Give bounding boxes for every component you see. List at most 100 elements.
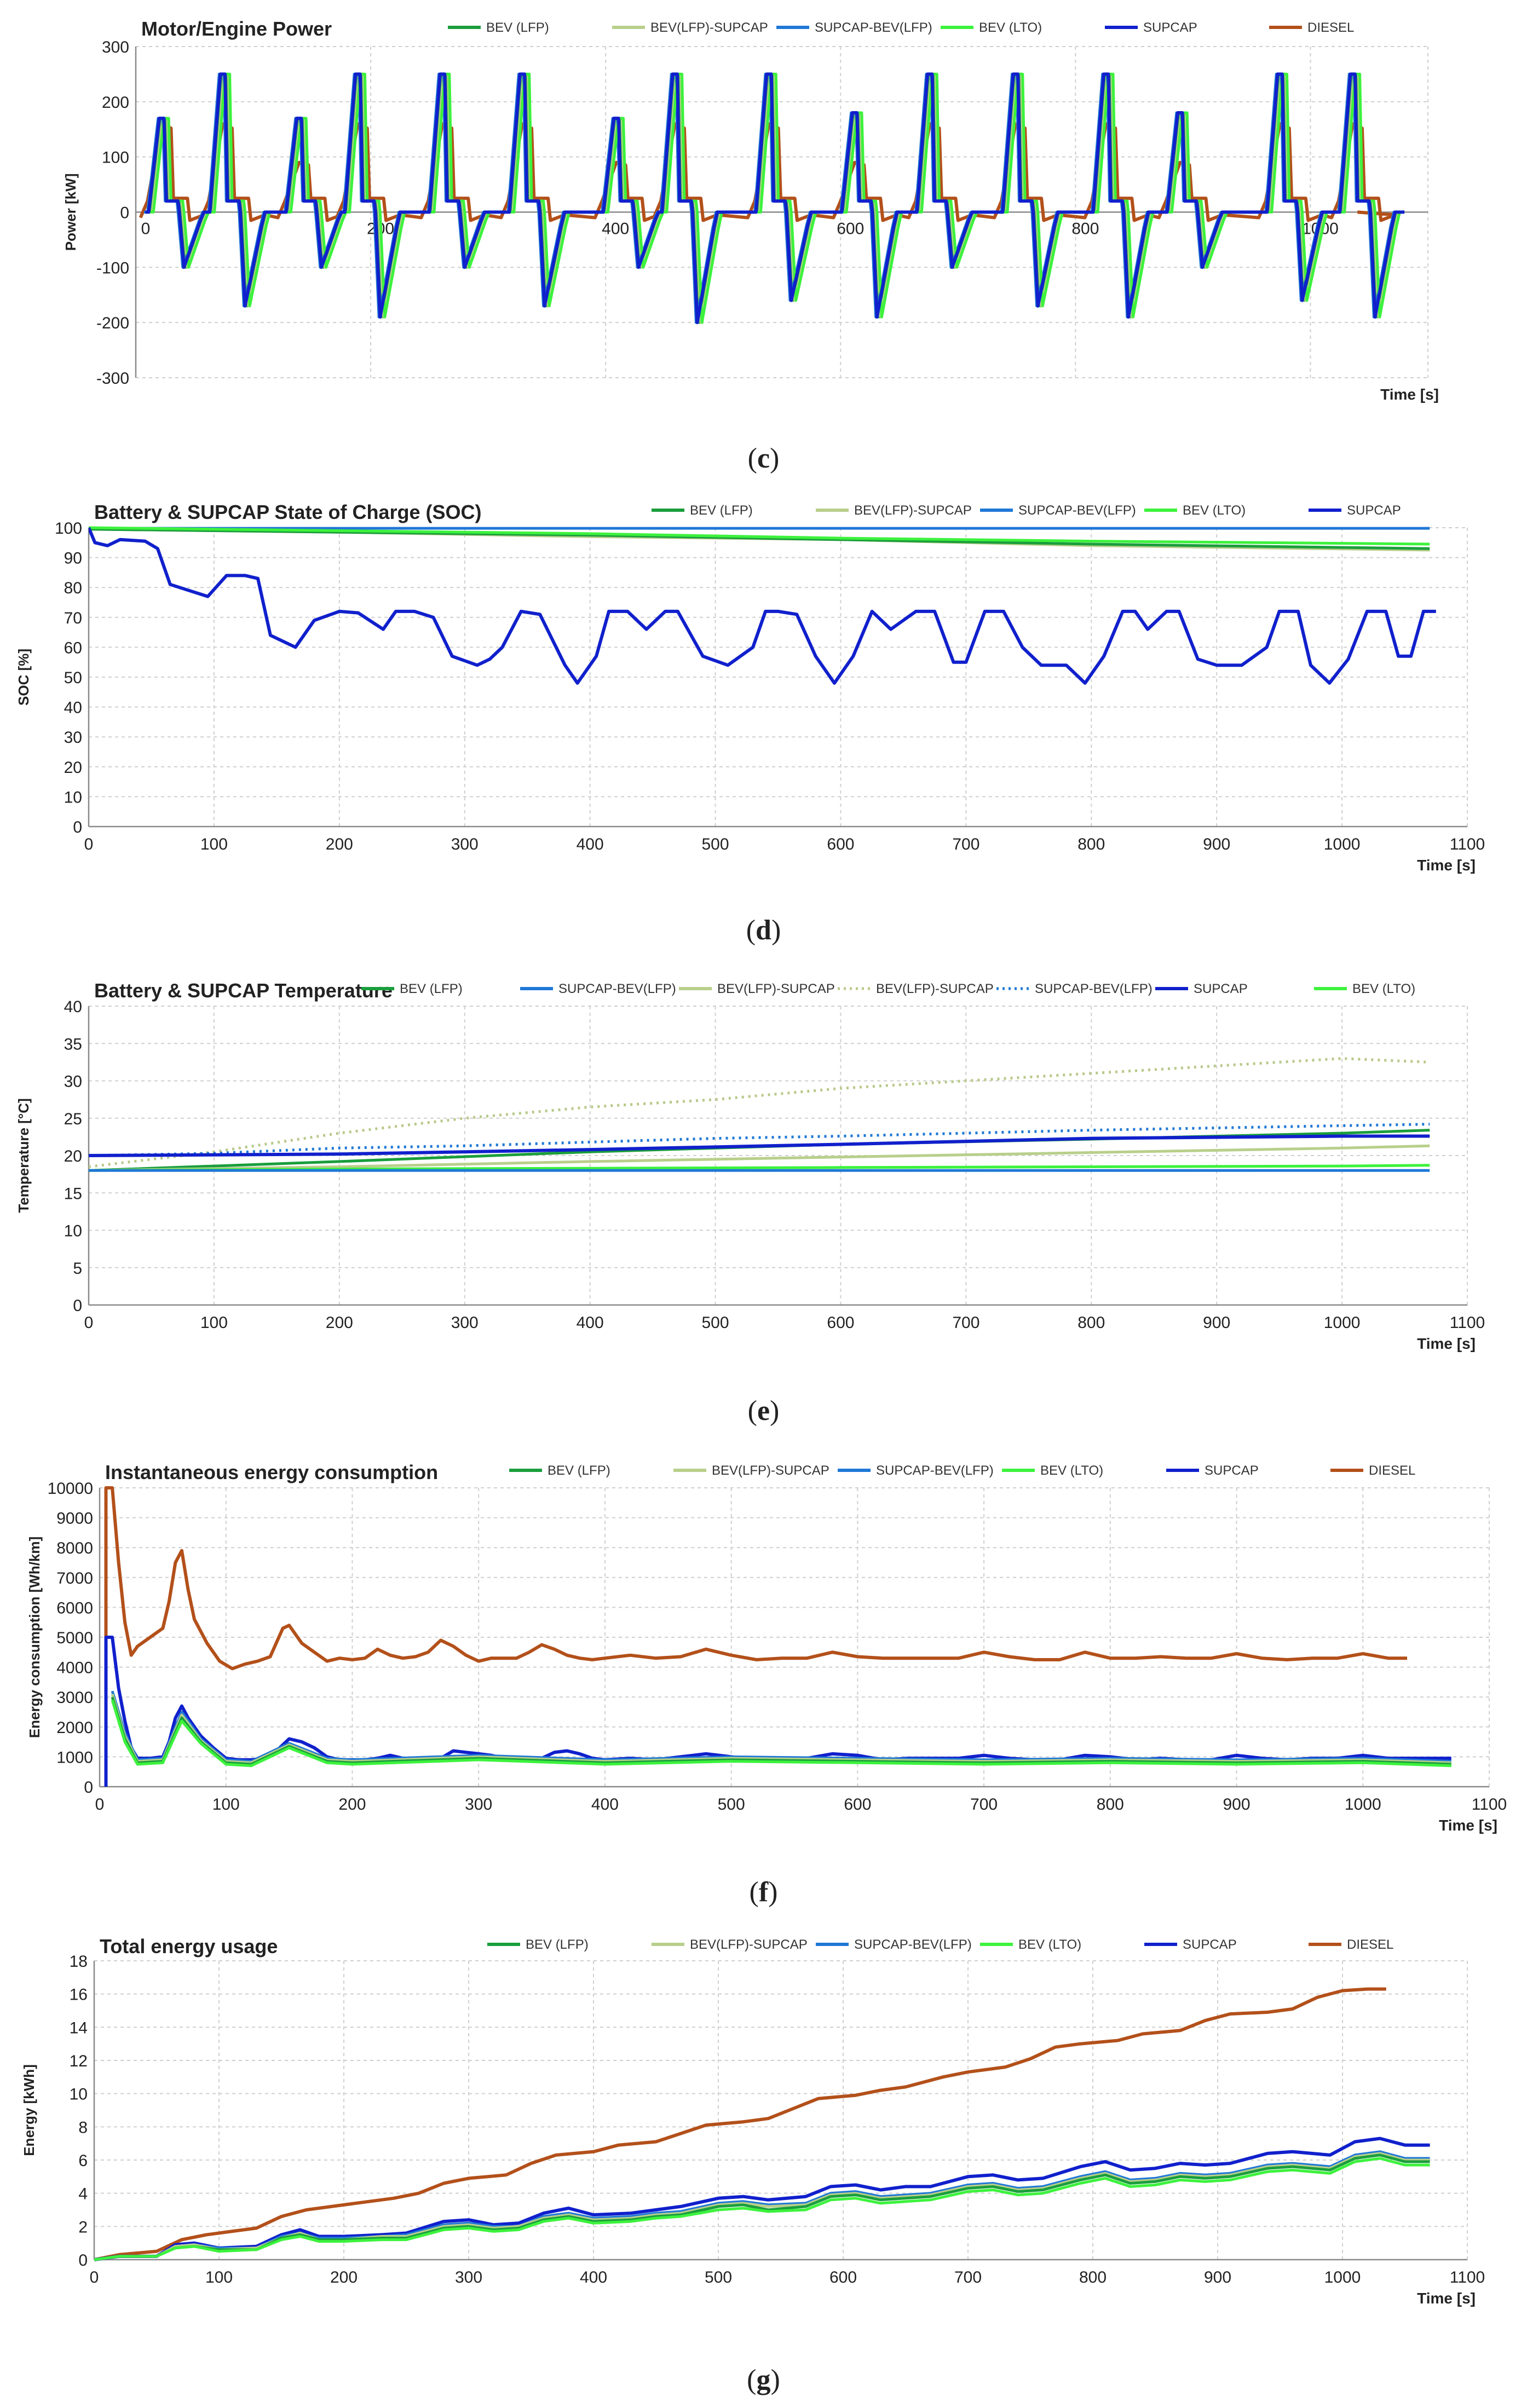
legend: BEV (LFP) BEV(LFP)-SUPCAP SUPCAP-BEV(LFP) B… [509,1463,1415,1478]
y-tick-label: 70 [64,609,82,627]
chart-title: Battery & SUPCAP State of Charge (SOC) [94,501,481,523]
x-tick-label: 800 [1071,220,1099,238]
legend-label-bev-lto: BEV (LTO) [1040,1463,1103,1478]
series-line-bev-lfp-supcap [94,2152,1430,2261]
legend-label-supcap: SUPCAP [1347,503,1401,518]
caption-f: (f) [749,1876,778,1908]
caption-g: (g) [747,2364,780,2395]
x-tick-label: 400 [580,2268,607,2286]
y-tick-label: 1000 [56,1748,93,1766]
x-tick-label: 400 [591,1795,619,1814]
y-axis-label: Energy consumption [Wh/km] [26,1537,43,1738]
x-tick-label: 0 [84,1314,94,1332]
legend-label-bev-lto: BEV (LTO) [1018,1937,1081,1952]
y-axis-label: Power [kW] [62,174,79,251]
y-tick-label: 12 [70,2052,88,2070]
y-tick-label: 100 [102,149,129,167]
y-tick-label: 10 [64,788,82,806]
x-tick-label: 200 [330,2268,358,2286]
x-tick-label: 600 [837,220,864,238]
series-line-supcap [145,72,1405,325]
x-tick-label: 300 [455,2268,482,2286]
x-axis-label: Time [s] [1439,1817,1497,1834]
chart-title: Battery & SUPCAP Temperature [94,979,393,1002]
x-tick-label: 900 [1223,1795,1251,1814]
x-tick-label: 400 [577,1314,604,1332]
instantaneous-energy-chart: 0100020003000400050006000700080009000100… [26,1461,1507,1834]
legend-label-bev-lfp: BEV (LFP) [486,20,549,35]
series-line-bev-lto [89,526,1430,546]
legend-label-bev-lfp: BEV (LFP) [548,1463,610,1478]
x-tick-label: 500 [702,835,729,853]
x-tick-label: 0 [84,835,94,853]
series-line-bev-lto [111,1699,1451,1768]
y-tick-label: 15 [64,1185,82,1203]
y-tick-label: 40 [64,699,82,717]
x-tick-label: 1100 [1450,835,1485,853]
legend-label-bev-lfp-supcap: BEV(LFP)-SUPCAP [854,503,972,518]
y-axis-label: Energy [kWh] [21,2064,37,2156]
series-line-bev-lto [149,72,1405,324]
x-tick-label: 100 [212,1795,240,1814]
legend-label-bev-lto: BEV (LTO) [979,20,1042,35]
y-tick-label: 10 [70,2086,88,2104]
chart-title: Total energy usage [100,1935,278,1957]
y-axis-label: SOC [%] [15,649,32,706]
legend-label-bev-lfp-supcap: BEV(LFP)-SUPCAP [876,981,994,996]
y-tick-label: 6000 [56,1599,93,1617]
legend-label-diesel: DIESEL [1347,1937,1393,1952]
legend-label-supcap-bev-lfp: SUPCAP-BEV(LFP) [815,20,932,35]
x-tick-label: 900 [1203,835,1230,853]
caption-c: (c) [747,443,780,474]
x-tick-label: 200 [338,1795,366,1814]
y-tick-label: 5 [73,1260,82,1278]
legend-label-supcap: SUPCAP [1205,1463,1259,1478]
y-tick-label: 0 [78,2251,88,2270]
y-tick-label: 40 [64,998,82,1016]
legend-label-supcap: SUPCAP [1143,20,1197,35]
y-tick-label: 100 [55,519,82,538]
y-tick-label: 300 [102,38,129,56]
x-tick-label: 800 [1077,835,1105,853]
y-tick-label: 4000 [56,1659,93,1677]
y-tick-label: 9000 [56,1510,93,1528]
legend-label-diesel: DIESEL [1369,1463,1415,1478]
chart-title: Motor/Engine Power [141,18,332,40]
legend-label-supcap-bev-lfp: SUPCAP-BEV(LFP) [854,1937,972,1952]
legend-label-bev-lfp-supcap: BEV(LFP)-SUPCAP [690,1937,808,1952]
series-group [139,72,1405,325]
series-group [89,1057,1430,1172]
x-tick-label: 0 [95,1795,105,1814]
chart-panel-d: 0 10 20 30 40 50 60 70 80 90 100 0 100 200 300 400 500 60… [0,493,1527,931]
grid [94,1960,1468,2260]
chart-panel-g: 0 2 4 6 8 10 12 14 16 18 0 100 200 300 400 500 600 700 800… [0,1927,1527,2376]
y-tick-label: 20 [64,759,82,777]
x-tick-label: 400 [602,220,629,238]
legend-label-bev-lfp: BEV (LFP) [526,1937,589,1952]
y-tick-label: 18 [70,1953,88,1971]
x-axis-label: Time [s] [1417,857,1476,874]
caption-e: (e) [747,1395,780,1427]
series-line-bev-lfp-supcap-dotted-dotted [89,1057,1430,1168]
legend-label-diesel: DIESEL [1307,20,1354,35]
chart-title: Instantaneous energy consumption [105,1461,438,1483]
x-tick-label: 1100 [1450,1314,1485,1332]
legend-label-supcap-bev-lfp: SUPCAP-BEV(LFP) [876,1463,994,1478]
series-line-bev-lto [94,2157,1430,2261]
legend: BEV (LFP) BEV(LFP)-SUPCAP SUPCAP-BEV(LFP) B… [652,503,1401,518]
x-tick-label: 300 [465,1795,492,1814]
x-tick-label: 300 [451,1314,479,1332]
y-tick-label: 8000 [56,1539,93,1557]
x-tick-label: 1000 [1345,1795,1381,1814]
y-tick-label: 0 [84,1778,93,1797]
chart-panel-c: -300 -200 -100 0 100 200 300 0 200 400 600 800 1000 M… [0,11,1527,471]
y-axis-label: Temperature [°C] [15,1098,32,1212]
y-tick-label: 8 [78,2118,88,2136]
x-tick-label: 1000 [1324,1314,1361,1332]
x-tick-label: 200 [326,1314,353,1332]
x-tick-label: 900 [1203,1314,1230,1332]
y-tick-label: 4 [78,2185,88,2203]
y-tick-label: 200 [102,94,129,112]
series-group [89,526,1436,685]
series-line-bev-lfp-supcap [89,1144,1430,1172]
